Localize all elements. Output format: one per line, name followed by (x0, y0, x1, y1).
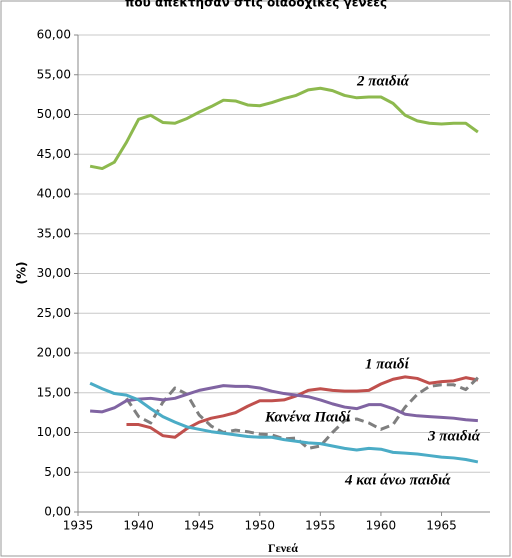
chart-title: που απέκτησαν στις διαδοχικές γενεές (125, 0, 387, 10)
series-label: Κανένα Παιδί (264, 409, 351, 425)
series-line (89, 381, 479, 464)
x-tick-label: 1965 (426, 519, 457, 533)
x-tick-label: 1945 (184, 519, 215, 533)
y-tick-label: 20,00 (37, 346, 71, 360)
series-label: 3 παιδιά (427, 428, 481, 444)
y-tick-label: 40,00 (37, 187, 71, 201)
y-tick-label: 45,00 (37, 147, 71, 161)
series-label: 4 και άνω παιδιά (344, 472, 451, 488)
series-label: 1 παιδί (365, 356, 410, 372)
x-tick-label: 1960 (366, 519, 397, 533)
y-tick-label: 50,00 (37, 107, 71, 121)
y-axis-label: (%) (15, 262, 29, 285)
series-line (126, 375, 479, 439)
y-tick-label: 10,00 (37, 425, 71, 439)
series-line (90, 384, 478, 423)
series-label: 2 παιδιά (356, 73, 410, 89)
y-tick-label: 60,00 (37, 28, 71, 42)
x-tick-label: 1935 (63, 519, 94, 533)
y-tick-label: 5,00 (44, 465, 71, 479)
y-tick-label: 25,00 (37, 306, 71, 320)
y-tick-label: 15,00 (37, 385, 71, 399)
x-tick-label: 1950 (244, 519, 275, 533)
y-tick-label: 35,00 (37, 226, 71, 240)
y-tick-label: 0,00 (44, 505, 71, 519)
x-tick-label: 1955 (305, 519, 336, 533)
y-tick-label: 30,00 (37, 266, 71, 280)
x-tick-label: 1940 (123, 519, 154, 533)
x-axis-label: Γενεά (268, 541, 298, 555)
y-tick-label: 55,00 (37, 67, 71, 81)
series-line (89, 86, 479, 171)
